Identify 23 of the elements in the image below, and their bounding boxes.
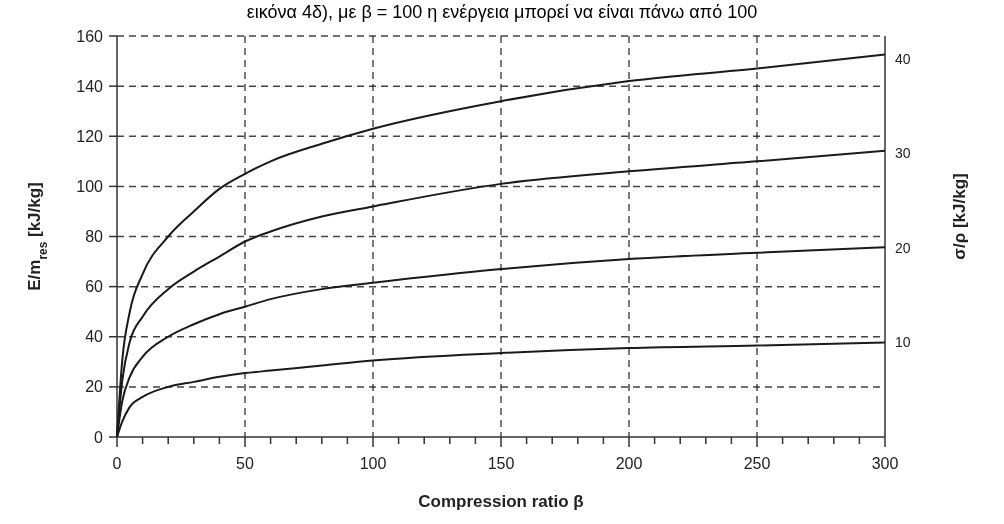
y2-tick-label: 10 (895, 334, 911, 351)
y-tick-label: 60 (85, 278, 104, 296)
y2-axis-title: σ/ρ [kJ/kg] (950, 173, 969, 260)
y-tick-label: 120 (76, 127, 104, 145)
y2-tick-label: 40 (895, 50, 911, 67)
x-tick-label: 0 (112, 455, 122, 472)
y-tick-label: 20 (85, 378, 104, 396)
x-tick-label: 100 (359, 455, 387, 472)
x-tick-label: 300 (871, 455, 899, 472)
x-tick-label: 150 (487, 455, 515, 472)
y2-tick-label: 20 (895, 239, 911, 256)
y-tick-label: 140 (76, 77, 104, 95)
y2-tick-label: 30 (895, 145, 911, 162)
y-tick-label: 100 (76, 177, 104, 195)
text: εικόνα 4δ), με β = 100 η ενέργεια μπορεί να είναι πάνω από 100 (246, 2, 758, 22)
x-tick-label: 200 (615, 455, 643, 472)
y-tick-label: 80 (85, 228, 104, 246)
x-tick-label: 250 (743, 455, 771, 472)
x-axis-title: Compression ratio β (418, 492, 584, 511)
x-tick-label: 50 (236, 455, 254, 472)
y-tick-label: 160 (76, 27, 104, 45)
y-tick-label: 0 (94, 428, 104, 446)
y-tick-label: 40 (85, 328, 104, 346)
